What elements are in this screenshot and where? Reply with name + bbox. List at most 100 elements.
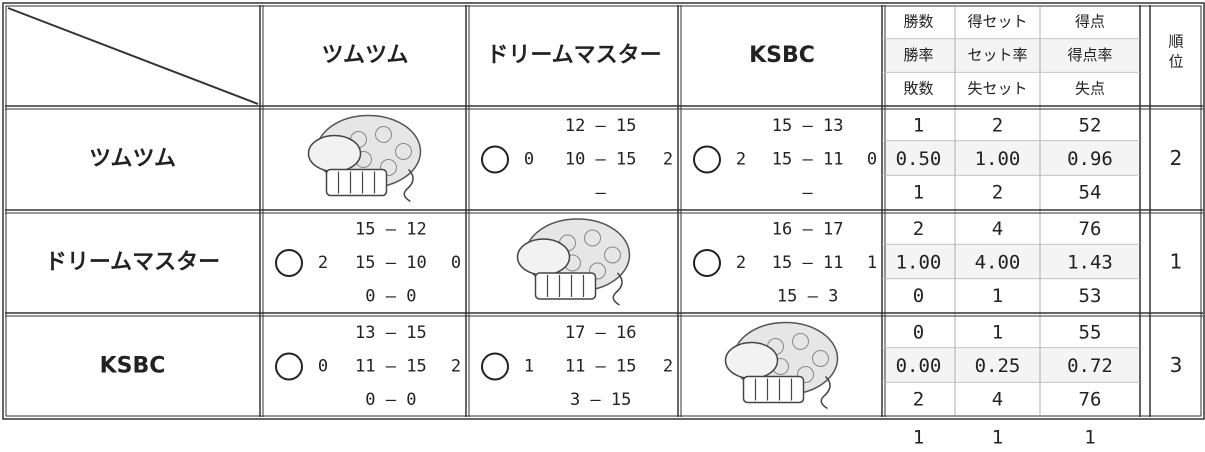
stat-value: 0.72 <box>1067 355 1113 377</box>
stat-header: 得点率 <box>1067 46 1112 64</box>
stat-value: 4 <box>992 389 1003 411</box>
result-circle <box>481 352 509 381</box>
result-circle <box>275 352 303 381</box>
sheep-tub <box>742 375 805 404</box>
sets-lost: 2 <box>451 357 461 377</box>
sheep-tail <box>403 168 414 203</box>
sheep-curl <box>604 246 621 264</box>
rank-value: 2 <box>1170 146 1183 170</box>
sheep-curl <box>589 262 606 280</box>
set-score: 13 — 15 <box>355 323 427 343</box>
stat-value: 1.43 <box>1067 252 1113 274</box>
set-score: 0 — 0 <box>365 390 416 410</box>
sheep-head <box>724 341 779 380</box>
result-circle <box>693 249 721 277</box>
stat-header: 得点 <box>1075 12 1105 30</box>
sets-lost: 0 <box>451 253 461 273</box>
stat-value: 0.00 <box>896 355 942 377</box>
sets-lost: 0 <box>867 150 877 170</box>
sets-lost: 2 <box>663 150 673 170</box>
stat-header: 得セット <box>967 12 1027 30</box>
column-team-name: ドリームマスター <box>486 43 661 68</box>
set-score: 11 — 15 <box>565 357 637 377</box>
footer-value: 1 <box>1084 427 1095 449</box>
footer-value: 1 <box>913 427 924 449</box>
sheep-tub <box>325 168 388 197</box>
set-score: 15 — 11 <box>772 253 844 273</box>
sheep-icon <box>307 114 422 203</box>
sheep-curl <box>584 229 601 247</box>
sheep-tail <box>612 272 623 306</box>
set-score: 11 — 15 <box>355 357 427 377</box>
stat-value: 1 <box>913 182 924 204</box>
rank-header: 順 <box>1168 33 1183 51</box>
stat-value: 76 <box>1079 389 1102 411</box>
stat-value: 0.25 <box>975 355 1021 377</box>
stat-shade <box>882 140 1140 176</box>
column-team-name: KSBC <box>749 43 815 68</box>
stat-value: 1.00 <box>975 148 1021 170</box>
sheep-curl <box>812 350 829 367</box>
result-circle <box>481 145 509 174</box>
stat-value: 53 <box>1079 285 1102 307</box>
stat-header: 勝率 <box>903 46 933 64</box>
stat-value: 0 <box>913 285 924 307</box>
set-score: 15 — 3 <box>777 286 838 306</box>
stat-value: 1.00 <box>896 252 942 274</box>
column-team-name: ツムツム <box>321 43 408 68</box>
stat-header: 敗数 <box>903 80 933 98</box>
footer-value: 1 <box>992 427 1003 449</box>
set-score: 17 — 16 <box>565 323 637 343</box>
set-score: 0 — 0 <box>365 286 416 306</box>
stat-value: 2 <box>992 182 1003 204</box>
stat-header: 失点 <box>1075 80 1105 98</box>
stat-value: 0.50 <box>896 148 942 170</box>
sheep-curl <box>797 366 814 383</box>
stat-value: 0.96 <box>1067 148 1113 170</box>
rule <box>7 7 259 105</box>
sets-won: 2 <box>736 253 746 273</box>
sheep-icon <box>724 321 839 410</box>
outer-border <box>5 5 1202 417</box>
sheep-curl <box>375 126 392 143</box>
stat-value: 0 <box>913 321 924 343</box>
set-score: — <box>596 183 607 203</box>
sheep-head <box>307 134 362 173</box>
stat-value: 76 <box>1079 218 1102 240</box>
sets-won: 1 <box>524 357 534 377</box>
row-team-name: ツムツム <box>89 147 176 172</box>
set-score: 16 — 17 <box>772 220 844 240</box>
stat-header: 失セット <box>967 80 1027 98</box>
set-score: 12 — 15 <box>565 116 637 136</box>
sets-won: 2 <box>736 150 746 170</box>
sheep-tub <box>534 272 597 300</box>
row-team-name: ドリームマスター <box>45 250 220 275</box>
stat-value: 4 <box>992 218 1003 240</box>
stat-header: 勝数 <box>903 12 933 30</box>
stat-value: 1 <box>992 285 1003 307</box>
sets-won: 0 <box>524 150 534 170</box>
set-score: 15 — 10 <box>355 253 427 273</box>
stat-value: 55 <box>1079 321 1102 343</box>
stat-shade <box>882 38 1140 73</box>
stat-value: 54 <box>1079 182 1102 204</box>
sheep-curl <box>395 143 412 160</box>
stat-value: 1 <box>913 114 924 136</box>
stat-value: 4.00 <box>975 252 1021 274</box>
set-score: 10 — 15 <box>565 150 637 170</box>
sets-won: 2 <box>318 253 328 273</box>
sheep-tail <box>820 375 831 410</box>
outer-border <box>2 2 1205 420</box>
stat-header: セット率 <box>967 46 1027 64</box>
row-team-name: KSBC <box>100 354 166 379</box>
sets-lost: 1 <box>867 253 877 273</box>
stat-value: 1 <box>992 321 1003 343</box>
rank-value: 1 <box>1170 250 1183 274</box>
rank-value: 3 <box>1170 353 1183 377</box>
stat-value: 2 <box>992 114 1003 136</box>
set-score: 3 — 15 <box>570 390 631 410</box>
stat-shade <box>882 347 1140 383</box>
result-circle <box>275 249 303 277</box>
set-score: — <box>803 183 814 203</box>
